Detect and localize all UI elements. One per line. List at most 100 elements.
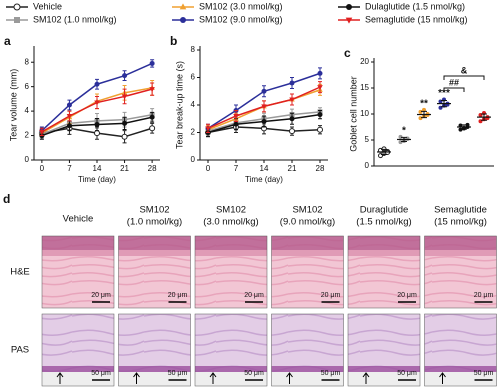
panel-letter: d (3, 192, 10, 206)
column-title: (9.0 nmol/kg) (280, 217, 335, 228)
legend-label: Dulaglutide (1.5 nmol/kg) (365, 1, 465, 11)
scale-label: 20 μm (321, 292, 341, 299)
epithelium (348, 366, 420, 372)
y-tick-label: 8 (191, 45, 196, 54)
bracket (443, 75, 485, 80)
scale-label: 50 μm (91, 370, 111, 377)
row-label: PAS (11, 345, 29, 356)
frame (271, 313, 344, 387)
frame (41, 235, 115, 309)
point (261, 88, 267, 94)
significance: & (461, 65, 468, 75)
point (418, 116, 423, 121)
panel-letter: c (344, 46, 351, 60)
frame (41, 313, 115, 387)
legend-marker (13, 3, 21, 11)
x-tick-label: 0 (40, 164, 45, 173)
epithelium (271, 366, 344, 372)
arrow (362, 372, 370, 384)
error-bar (461, 124, 467, 130)
error-bar (381, 148, 387, 156)
epithelium (42, 250, 114, 256)
error-bar (401, 136, 407, 143)
column-title: Semaglutide (434, 205, 487, 216)
y-tick-label: 0 (191, 155, 196, 164)
point (66, 114, 73, 119)
legend-label: SM102 (3.0 nmol/kg) (199, 1, 283, 11)
legend-marker (14, 17, 20, 23)
point (149, 60, 155, 66)
point (121, 94, 128, 100)
legend-label: SM102 (9.0 nmol/kg) (199, 14, 283, 24)
x-tick-label: 28 (316, 164, 325, 173)
point (122, 73, 128, 79)
x-axis-label: Time (day) (78, 175, 116, 184)
y-tick-label: 6 (25, 82, 30, 91)
point (289, 116, 295, 122)
y-tick-label: 2 (191, 128, 196, 137)
y-axis-label: Tear break-up time (s) (174, 61, 184, 149)
y-tick-label: 0 (365, 161, 370, 170)
y-tick-label: 6 (191, 73, 196, 82)
column-title: (3.0 nmol/kg) (203, 217, 258, 228)
column-title: Duraglutide (360, 205, 409, 216)
column-title: (1.5 nmol/kg) (356, 217, 411, 228)
point (458, 127, 463, 132)
arrow (209, 372, 217, 384)
point (121, 133, 128, 140)
column-title: SM102 (139, 205, 169, 216)
y-tick-label: 5 (365, 135, 370, 144)
column-title: Vehicle (63, 214, 94, 225)
significance: ## (449, 77, 459, 87)
epithelium (118, 250, 191, 256)
error-bar (421, 110, 427, 119)
y-axis-label: Tear volume (mm) (8, 69, 18, 142)
x-tick-label: 0 (206, 164, 211, 173)
point (422, 107, 426, 112)
arrow (56, 372, 64, 384)
frame (118, 235, 191, 309)
x-tick-label: 14 (260, 164, 269, 173)
arrow (286, 372, 293, 384)
frame (347, 235, 421, 309)
x-tick-label: 7 (67, 164, 72, 173)
point (261, 104, 267, 110)
epithelium (118, 236, 191, 250)
row-label: H&E (10, 267, 30, 278)
column-title: (15 nmol/kg) (434, 217, 487, 228)
point (149, 125, 156, 132)
epithelium (424, 366, 497, 372)
point (317, 70, 323, 76)
epithelium (348, 250, 420, 256)
point (465, 122, 470, 127)
error-bar (441, 99, 447, 108)
scale-label: 50 μm (474, 370, 494, 377)
y-axis-label: Goblet cell number (348, 76, 358, 152)
epithelium (424, 250, 497, 256)
y-tick-label: 10 (360, 109, 369, 118)
y-tick-label: 8 (25, 57, 30, 66)
scale-label: 50 μm (244, 370, 264, 377)
frame (194, 235, 268, 309)
scale-label: 20 μm (244, 292, 264, 299)
y-tick-label: 4 (191, 100, 196, 109)
legend-marker (179, 3, 187, 10)
point (233, 114, 239, 119)
point (149, 114, 155, 120)
scale-label: 50 μm (397, 370, 417, 377)
epithelium (195, 366, 267, 372)
y-tick-label: 2 (25, 131, 30, 140)
frame (194, 313, 268, 387)
point (66, 123, 72, 129)
panel-letter: b (170, 34, 177, 48)
scale-label: 20 μm (397, 292, 417, 299)
point (398, 140, 403, 145)
x-tick-label: 21 (288, 164, 297, 173)
point (261, 119, 267, 124)
point (94, 130, 100, 137)
epithelium (42, 236, 114, 250)
scale-label: 20 μm (168, 292, 188, 299)
point (289, 128, 295, 135)
column-title: (1.0 nmol/kg) (127, 217, 182, 228)
point (94, 81, 100, 87)
